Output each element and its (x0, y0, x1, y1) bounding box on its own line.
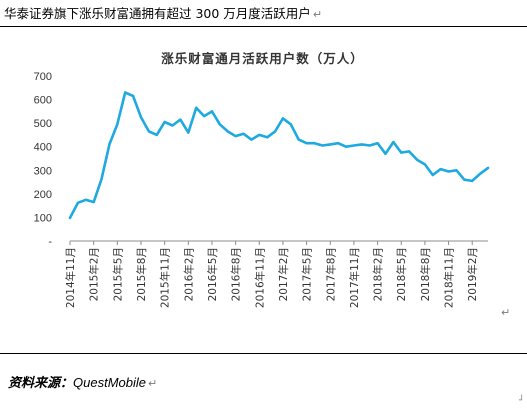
source-line: 资料来源：QuestMobile ↵ (8, 372, 157, 391)
y-tick-label: 400 (34, 142, 52, 154)
x-tick-label: 2015年2月 (88, 247, 101, 301)
data-point (321, 144, 324, 147)
data-point (282, 117, 284, 120)
data-point (408, 150, 410, 153)
data-point (368, 144, 371, 147)
data-point (424, 163, 426, 166)
corner-mark: ↵ (501, 306, 511, 319)
data-point (226, 130, 229, 133)
data-point (337, 142, 339, 144)
data-point (400, 151, 403, 154)
data-point (345, 145, 347, 148)
data-point (439, 168, 442, 170)
x-tick-label: 2017年11月 (348, 247, 361, 308)
data-point (132, 95, 134, 97)
data-point (361, 143, 363, 146)
data-point (329, 143, 332, 146)
data-point (234, 135, 237, 137)
data-point (195, 107, 197, 109)
heading: 华泰证券旗下涨乐财富通拥有超过 300 万月度活跃用户 ↵ (4, 6, 322, 23)
data-point (140, 116, 142, 119)
data-point (84, 198, 87, 201)
data-point (179, 118, 182, 121)
y-tick-label: 500 (34, 118, 52, 130)
data-point (376, 142, 379, 144)
x-tick-label: 2018年2月 (372, 247, 385, 301)
data-point (124, 91, 127, 94)
data-point (203, 115, 205, 117)
data-point (108, 143, 111, 146)
data-point (274, 130, 276, 133)
x-tick-label: 2018年11月 (443, 247, 456, 308)
x-tick-label: 2017年8月 (324, 247, 337, 301)
x-tick-label: 2017年5月 (301, 247, 314, 301)
data-point (392, 141, 395, 143)
x-tick-label: 2016年5月 (206, 247, 219, 301)
data-point (258, 134, 261, 136)
data-point (92, 201, 95, 203)
x-tick-label: 2018年5月 (395, 247, 408, 301)
data-point (77, 202, 79, 204)
source-name: QuestMobile (73, 375, 146, 390)
bottom-rule (0, 353, 527, 354)
heading-text: 华泰证券旗下涨乐财富通拥有超过 300 万月度活跃用户 (4, 6, 311, 21)
data-point (250, 138, 253, 141)
data-point (384, 152, 387, 155)
x-tick-label: 2015年11月 (159, 247, 172, 308)
series-line (68, 91, 490, 220)
data-point (266, 136, 268, 139)
data-point (163, 121, 166, 123)
data-point (463, 178, 466, 181)
x-tick-label: 2015年5月 (111, 247, 124, 301)
data-point (69, 217, 71, 219)
data-point (353, 144, 355, 147)
data-point (242, 132, 245, 135)
data-point (487, 167, 489, 169)
x-tick-label: 2014年11月 (64, 247, 77, 308)
x-tick-label: 2018年8月 (419, 247, 432, 301)
data-point (416, 158, 418, 161)
chart-title: 涨乐财富通月活跃用户数（万人） (161, 51, 364, 66)
data-point (148, 130, 150, 133)
data-point (155, 134, 158, 136)
x-tick-label: 2016年11月 (253, 247, 266, 308)
y-tick-label: 700 (34, 71, 52, 83)
data-point (447, 170, 450, 173)
y-tick-label: 100 (34, 212, 52, 224)
paragraph-mark-icon: ↵ (148, 377, 158, 390)
x-axis: 2014年11月 2015年2月 2015年5月 2015年8月 2015年11月 201… (64, 240, 488, 308)
data-point (297, 138, 300, 141)
data-point (313, 142, 316, 144)
y-tick-label: - (48, 236, 52, 248)
data-point (100, 178, 103, 181)
data-point (219, 123, 221, 126)
y-tick-label: 300 (34, 165, 52, 177)
data-point (290, 123, 292, 126)
series-group (68, 91, 490, 220)
data-point (187, 131, 190, 134)
data-point (171, 124, 174, 127)
y-tick-label: 200 (34, 189, 52, 201)
bottom-mark: ┘ (519, 396, 525, 406)
x-tick-label: 2016年8月 (230, 247, 243, 301)
x-tick-label: 2015年8月 (135, 247, 148, 301)
paragraph-mark-icon: ↵ (312, 8, 323, 21)
x-tick-label: 2017年2月 (277, 247, 290, 301)
x-tick-label: 2016年2月 (182, 247, 195, 301)
source-label: 资料来源： (8, 376, 74, 391)
data-point (479, 173, 481, 175)
chart-frame: 涨乐财富通月活跃用户数（万人） - 100 200 300 400 500 600 700 2… (2, 38, 523, 350)
data-point (455, 169, 458, 172)
data-point (471, 180, 474, 182)
x-tick-label: 2019年2月 (466, 247, 479, 301)
data-point (305, 142, 308, 144)
y-tick-label: 600 (34, 95, 52, 107)
top-rule (0, 26, 527, 27)
y-axis: - 100 200 300 400 500 600 700 (34, 71, 53, 248)
data-point (431, 174, 434, 176)
data-point (211, 110, 213, 113)
data-point (116, 123, 119, 126)
